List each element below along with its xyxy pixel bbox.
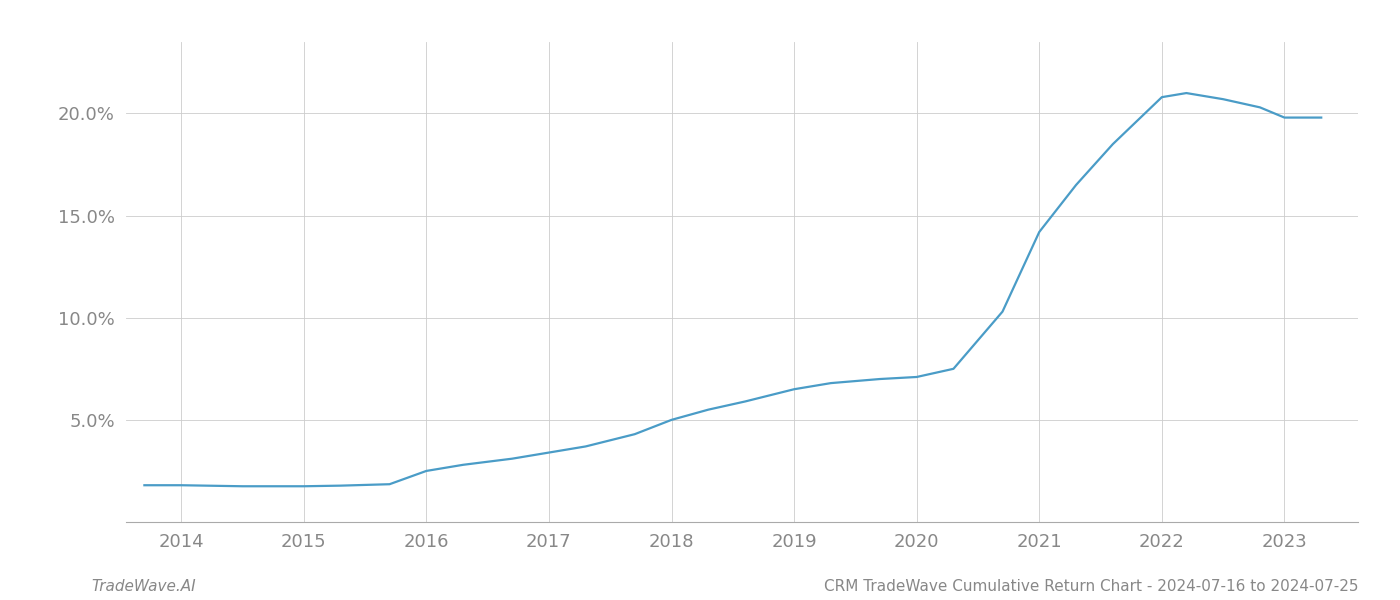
Text: TradeWave.AI: TradeWave.AI bbox=[91, 579, 196, 594]
Text: CRM TradeWave Cumulative Return Chart - 2024-07-16 to 2024-07-25: CRM TradeWave Cumulative Return Chart - … bbox=[823, 579, 1358, 594]
